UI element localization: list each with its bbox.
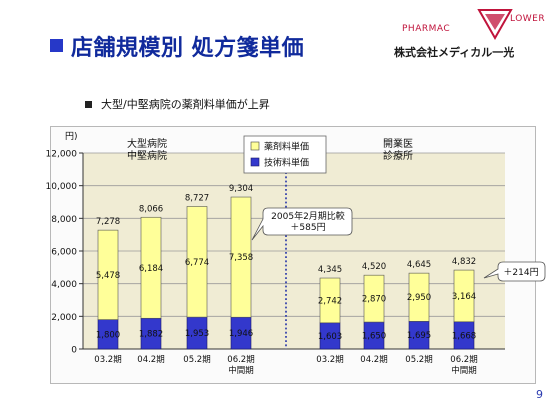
legend-swatch-drug	[250, 141, 260, 151]
drug-value-label: 2,742	[318, 296, 342, 306]
x-tick-label: 04.2期	[137, 355, 164, 365]
drug-value-label: 3,164	[452, 292, 476, 302]
bar-segment-drug	[319, 277, 341, 324]
y-unit-label: 円)	[65, 131, 78, 142]
legend-swatch-tech	[250, 157, 260, 167]
page-title: 店舗規模別 処方箋単価	[71, 36, 305, 61]
y-tick-label: 2,000	[51, 313, 77, 323]
tech-value-label: 1,946	[229, 329, 253, 339]
total-value-label: 8,727	[185, 193, 209, 203]
total-value-label: 7,278	[96, 217, 120, 227]
total-value-label: 4,832	[452, 257, 476, 267]
callout-bubble-large	[251, 207, 353, 241]
legend-label-tech: 技術料単価	[264, 157, 309, 169]
bar-segment-drug	[140, 216, 162, 319]
drug-value-label: 6,774	[185, 258, 209, 268]
bar-segment-drug	[97, 229, 119, 320]
group-label-large: 大型病院中堅病院	[127, 137, 167, 162]
logo-company-name: 株式会社メディカル一光	[394, 46, 515, 59]
tech-value-label: 1,603	[318, 332, 342, 342]
x-tick-label: 06.2期中間期	[227, 355, 254, 376]
drug-value-label: 2,950	[407, 293, 431, 303]
title-bullet-icon	[50, 39, 63, 52]
bar-segment-drug	[186, 206, 208, 318]
tech-value-label: 1,668	[452, 331, 476, 341]
y-tick-label: 8,000	[51, 215, 77, 225]
x-tick-label: 03.2期	[316, 355, 343, 365]
subtitle-bullet-icon	[85, 101, 92, 108]
x-tick-label: 05.2期	[183, 355, 210, 365]
x-tick-label: 03.2期	[94, 355, 121, 365]
x-tick-label: 04.2期	[360, 355, 387, 365]
x-tick-label: 05.2期	[405, 355, 432, 365]
subtitle: 大型/中堅病院の薬剤料単価が上昇	[101, 98, 270, 111]
bar-segment-drug	[230, 196, 252, 318]
drug-value-label: 5,478	[96, 271, 120, 281]
total-value-label: 4,520	[362, 262, 386, 272]
company-logo: PHARMAC LOWER 株式会社メディカル一光	[394, 8, 560, 63]
page-number: 9	[536, 388, 543, 401]
drug-value-label: 7,358	[229, 253, 253, 263]
callout-text-clinic: ＋214円	[503, 267, 538, 278]
y-tick-label: 10,000	[46, 182, 78, 192]
logo-brand-left: PHARMAC	[402, 24, 451, 34]
callout-bubble-clinic	[483, 261, 546, 282]
total-value-label: 4,645	[407, 260, 431, 270]
flower-logo-icon	[477, 9, 513, 41]
y-tick-label: 4,000	[51, 280, 77, 290]
total-value-label: 8,066	[139, 204, 163, 214]
y-tick-label: 6,000	[51, 248, 77, 258]
y-tick-label: 12,000	[46, 150, 78, 160]
total-value-label: 9,304	[229, 184, 253, 194]
y-tick-label: 0	[71, 346, 77, 356]
bar-segment-drug	[363, 274, 385, 323]
tech-value-label: 1,953	[185, 329, 209, 339]
logo-brand-right: LOWER	[510, 14, 546, 24]
tech-value-label: 1,650	[362, 332, 386, 342]
bar-segment-drug	[453, 269, 475, 323]
drug-value-label: 2,870	[362, 295, 386, 305]
tech-value-label: 1,882	[139, 330, 163, 340]
total-value-label: 4,345	[318, 265, 342, 275]
drug-value-label: 6,184	[139, 264, 163, 274]
tech-value-label: 1,800	[96, 330, 120, 340]
legend-label-drug: 薬剤料単価	[264, 141, 309, 153]
bar-segment-drug	[408, 272, 430, 322]
x-tick-label: 06.2期中間期	[450, 355, 477, 376]
callout-text-large: 2005年2月期比較＋585円	[271, 210, 345, 233]
group-label-clinic: 開業医診療所	[383, 137, 413, 162]
tech-value-label: 1,695	[407, 331, 431, 341]
